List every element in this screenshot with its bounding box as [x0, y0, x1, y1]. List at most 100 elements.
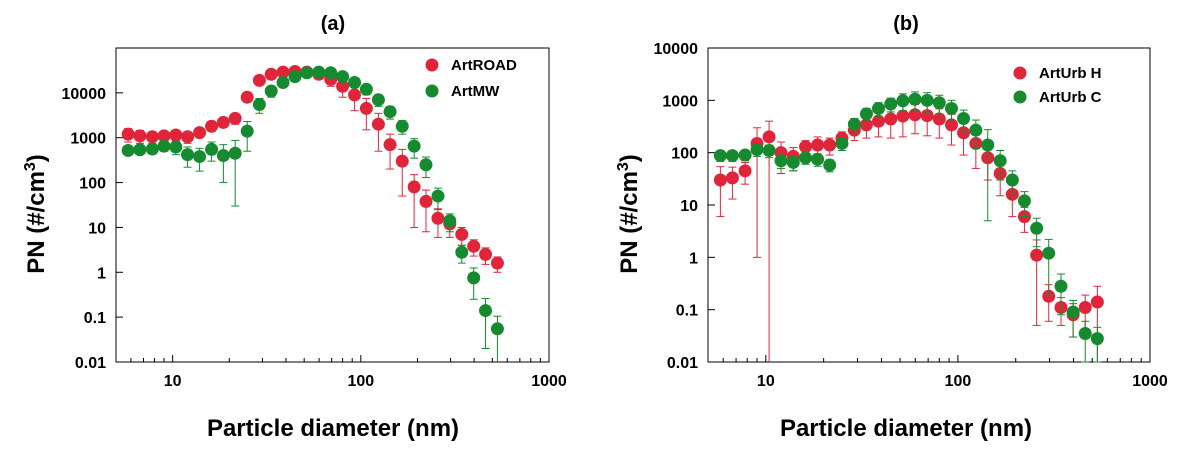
data-point	[133, 129, 147, 143]
data-point	[490, 256, 504, 270]
data-point	[133, 143, 147, 157]
data-point	[383, 105, 397, 119]
panel-a: (a) Particle diameter (nm) PN (#/cm3) 10…	[22, 13, 567, 442]
data-point	[371, 93, 385, 107]
data-point	[847, 117, 861, 131]
data-point	[932, 112, 946, 126]
data-point	[993, 154, 1007, 168]
y-tick-label: 10	[680, 198, 698, 215]
data-point	[944, 101, 958, 115]
data-point	[276, 76, 290, 90]
x-tick-label: 100	[945, 373, 972, 390]
data-point	[981, 138, 995, 152]
panel-a-legend: ArtROAD ArtMW	[425, 57, 517, 100]
data-point	[750, 142, 764, 156]
panel-a-x-axis-label: Particle diameter (nm)	[207, 415, 459, 442]
data-point	[920, 93, 934, 107]
panel-a-y-axis-label: PN (#/cm3)	[22, 154, 50, 274]
data-point	[407, 139, 421, 153]
data-point	[811, 152, 825, 166]
data-point	[1042, 289, 1056, 303]
y-tick-label: 100	[79, 176, 106, 193]
data-point	[762, 130, 776, 144]
data-point	[359, 101, 373, 115]
y-tick-label: 10000	[62, 86, 107, 103]
data-point	[336, 70, 350, 84]
data-point	[762, 144, 776, 158]
data-point	[145, 142, 159, 156]
panel-b-y-axis-label-end: )	[616, 154, 643, 162]
panel-b-title: (b)	[893, 13, 919, 35]
panel-b-y-axis-label-main: PN (#/cm	[616, 171, 643, 274]
panel-a-title: (a)	[321, 13, 345, 35]
data-point	[1030, 221, 1044, 235]
data-point	[216, 115, 230, 129]
legend-marker-arturb-c	[1013, 90, 1027, 104]
data-point	[252, 73, 266, 87]
panel-b-legend: ArtUrb H ArtUrb C	[1013, 65, 1102, 106]
data-point	[431, 211, 445, 225]
data-point	[336, 79, 350, 93]
data-point	[348, 88, 362, 102]
data-point	[969, 123, 983, 137]
data-point	[896, 109, 910, 123]
data-point	[216, 149, 230, 163]
data-point	[348, 76, 362, 90]
panel-b: (b) Particle diameter (nm) PN (#/cm3) 10…	[615, 13, 1168, 442]
data-point	[957, 111, 971, 125]
data-point	[738, 148, 752, 162]
y-tick-label: 100	[671, 146, 698, 163]
data-point	[799, 151, 813, 165]
data-point	[443, 214, 457, 228]
y-tick-label: 10000	[654, 41, 699, 58]
data-point	[957, 126, 971, 140]
data-point	[240, 90, 254, 104]
data-point	[1017, 194, 1031, 208]
data-point	[169, 128, 183, 142]
data-point	[312, 65, 326, 79]
data-point	[467, 271, 481, 285]
data-point	[1090, 295, 1104, 309]
data-point	[1054, 279, 1068, 293]
panel-b-y-axis-label-superscript: 3	[615, 162, 632, 171]
x-tick-label: 100	[347, 373, 374, 390]
data-point	[121, 127, 135, 141]
y-tick-label: 0.01	[667, 355, 698, 372]
data-point	[157, 129, 171, 143]
data-point	[1005, 173, 1019, 187]
y-tick-label: 1	[97, 265, 106, 282]
data-point	[490, 322, 504, 336]
data-point	[193, 150, 207, 164]
legend-marker-artroad	[425, 58, 439, 72]
data-point	[908, 108, 922, 122]
data-point	[799, 140, 813, 154]
x-tick-label: 10	[757, 373, 775, 390]
data-point	[252, 98, 266, 112]
y-tick-label: 10	[88, 220, 106, 237]
panel-b-x-axis-label: Particle diameter (nm)	[780, 415, 1032, 442]
data-point	[725, 171, 739, 185]
data-point	[725, 149, 739, 163]
data-point	[264, 84, 278, 98]
legend-label-artmw: ArtMW	[451, 83, 500, 100]
data-point	[738, 164, 752, 178]
legend-label-artroad: ArtROAD	[451, 57, 517, 74]
data-point	[811, 138, 825, 152]
data-point	[932, 96, 946, 110]
series-artmw	[121, 65, 504, 362]
data-point	[467, 239, 481, 253]
data-point	[896, 94, 910, 108]
x-tick-label: 1000	[1132, 373, 1168, 390]
data-point	[205, 142, 219, 156]
data-point	[371, 117, 385, 131]
data-point	[431, 189, 445, 203]
y-tick-label: 1	[689, 250, 698, 267]
legend-label-arturb-h: ArtUrb H	[1039, 65, 1102, 82]
data-point	[1030, 248, 1044, 262]
data-point	[872, 101, 886, 115]
data-point	[1090, 332, 1104, 346]
data-point	[169, 140, 183, 154]
x-tick-label: 1000	[531, 373, 567, 390]
data-point	[157, 139, 171, 153]
